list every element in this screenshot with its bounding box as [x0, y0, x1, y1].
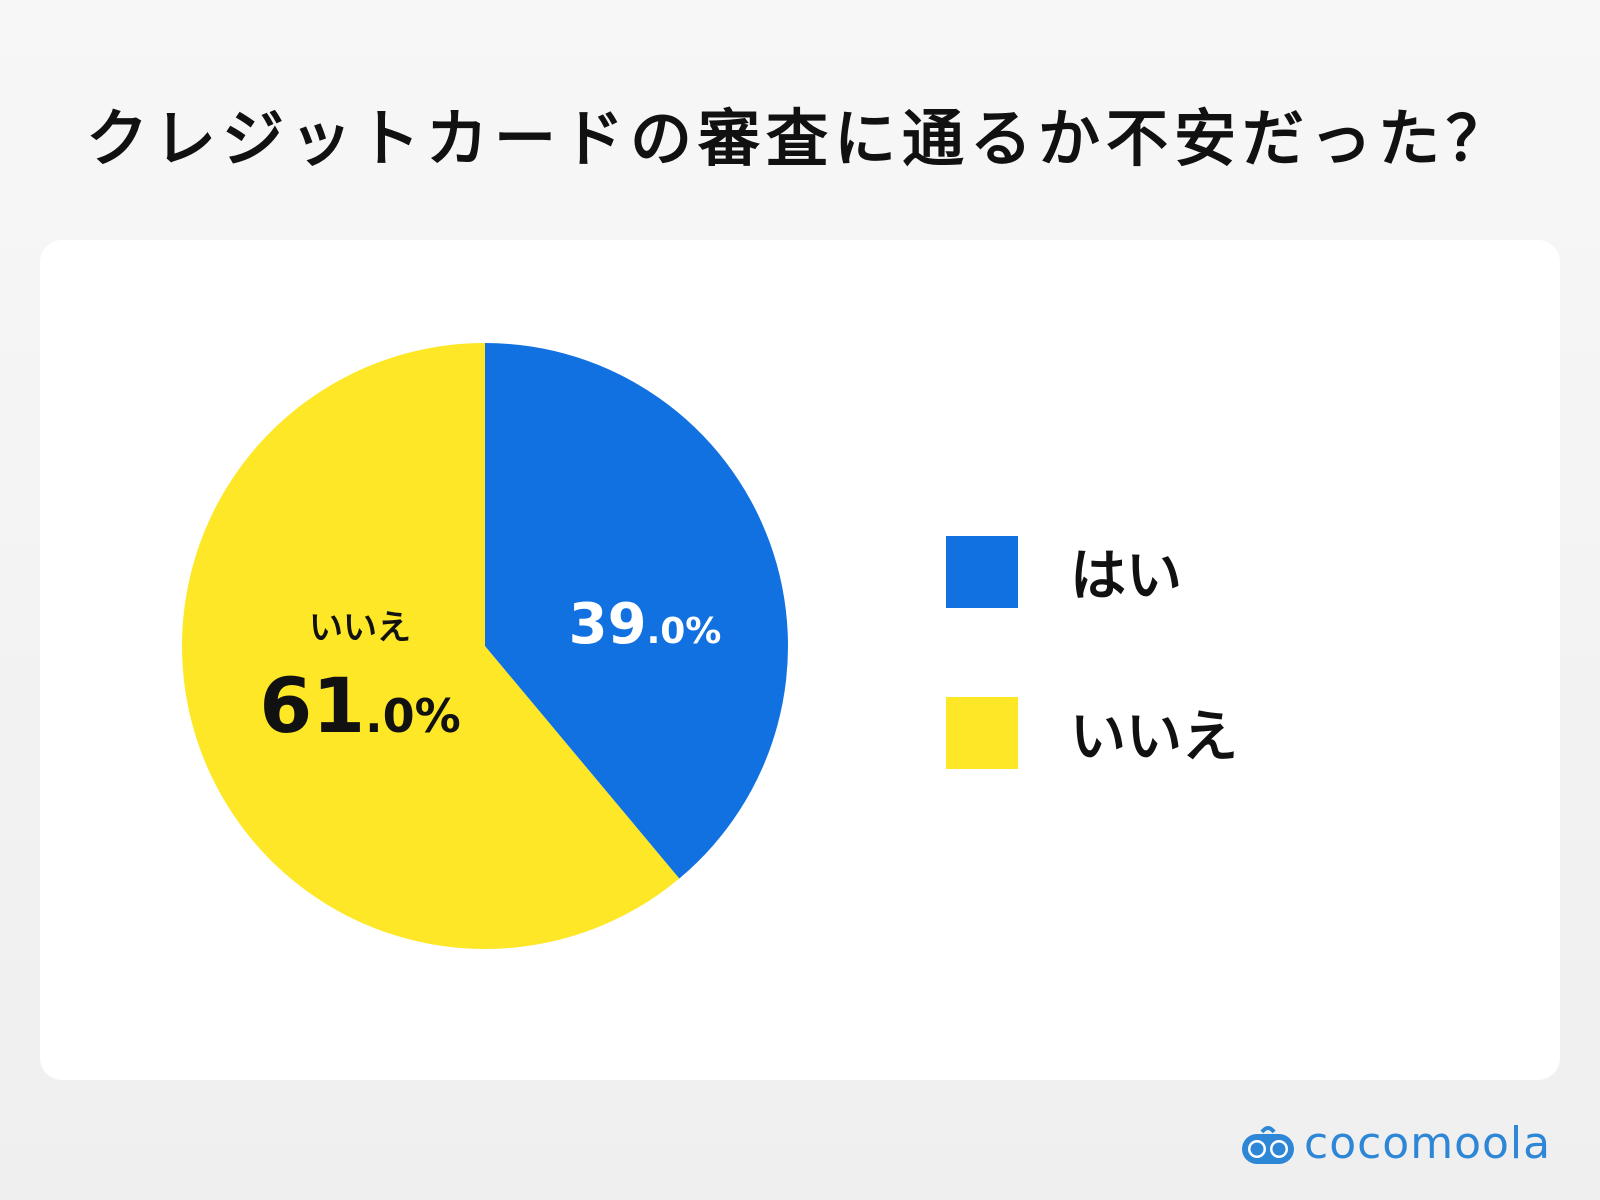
legend-swatch-no: [946, 696, 1018, 769]
legend-item-yes: はい: [946, 531, 1182, 612]
brand-name: cocomoola: [1304, 1118, 1552, 1169]
pie-slice-yes: [485, 343, 788, 879]
slice-label-yes: 39.0%: [545, 592, 745, 657]
slice-label-no: いいえ 61.0%: [240, 600, 480, 750]
no-percent-int: 61: [259, 661, 366, 750]
pie-slice-no: [181, 343, 680, 949]
no-percent-dec: .0%: [365, 689, 461, 743]
brand-logo: cocomoola: [1240, 1118, 1551, 1169]
legend-label-no: いいえ: [1070, 705, 1238, 770]
legend-item-no: いいえ: [946, 692, 1238, 773]
legend-swatch-yes: [946, 535, 1018, 608]
yes-percent-int: 39: [568, 592, 647, 657]
yes-percent-dec: .0%: [646, 611, 722, 652]
legend-label-yes: はい: [1070, 544, 1182, 609]
cocomoola-robot-icon: [1242, 1125, 1294, 1164]
no-category-label: いいえ: [309, 608, 411, 648]
chart-title: クレジットカードの審査に通るか不安だった？: [85, 102, 1514, 175]
